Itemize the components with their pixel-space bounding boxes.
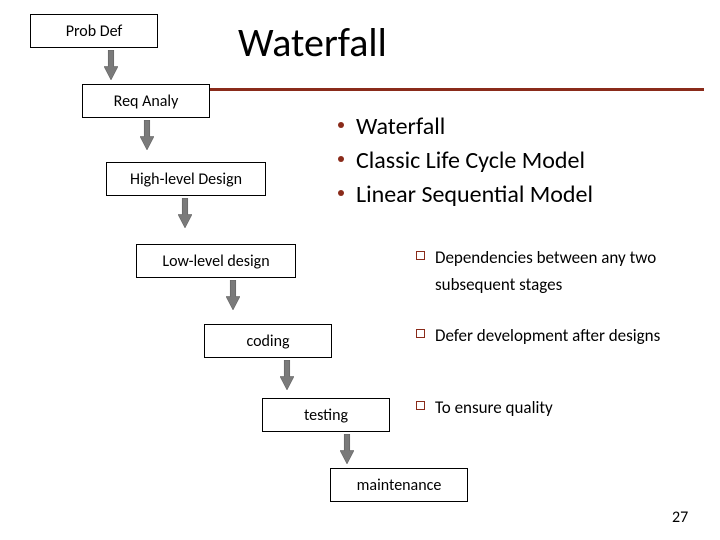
arrow-0 <box>104 50 118 80</box>
bullet-item: Waterfall <box>338 110 593 144</box>
stage-label: Req Analy <box>114 92 179 111</box>
sub-bullet-list: Dependencies between any two subsequent … <box>416 244 706 434</box>
stage-label: coding <box>246 332 289 351</box>
hollow-square-icon <box>416 401 425 410</box>
arrow-4 <box>280 360 294 390</box>
stage-req-analy: Req Analy <box>82 84 210 118</box>
bullet-item: Classic Life Cycle Model <box>338 144 593 178</box>
hollow-square-icon <box>416 251 425 260</box>
hollow-square-icon <box>416 329 425 338</box>
main-bullet-list: Waterfall Classic Life Cycle Model Linea… <box>338 110 593 212</box>
arrow-1 <box>140 120 154 150</box>
stage-hi-design: High-level Design <box>106 162 266 196</box>
stage-label: maintenance <box>357 476 442 495</box>
stage-coding: coding <box>204 324 332 358</box>
stage-label: testing <box>304 406 348 425</box>
bullet-dot-icon <box>338 156 344 162</box>
stage-maint: maintenance <box>330 468 468 502</box>
arrow-5 <box>340 434 354 464</box>
sub-bullet-text: To ensure quality <box>435 394 553 421</box>
stage-label: High-level Design <box>130 170 242 189</box>
bullet-text: Classic Life Cycle Model <box>356 144 585 178</box>
sub-bullet-text: Dependencies between any two subsequent … <box>435 244 706 298</box>
slide-title: Waterfall <box>238 18 387 67</box>
bullet-text: Waterfall <box>356 110 445 144</box>
bullet-item: Linear Sequential Model <box>338 178 593 212</box>
stage-lo-design: Low-level design <box>136 244 296 278</box>
sub-bullet-item: To ensure quality <box>416 394 706 421</box>
arrow-2 <box>178 198 192 228</box>
stage-testing: testing <box>262 398 390 432</box>
sub-bullet-item: Defer development after designs <box>416 322 706 349</box>
bullet-dot-icon <box>338 122 344 128</box>
sub-bullet-item: Dependencies between any two subsequent … <box>416 244 706 298</box>
arrow-3 <box>226 280 240 310</box>
page-number: 27 <box>672 508 688 527</box>
stage-label: Low-level design <box>162 252 269 271</box>
stage-prob-def: Prob Def <box>30 14 158 48</box>
bullet-dot-icon <box>338 190 344 196</box>
sub-bullet-text: Defer development after designs <box>435 322 660 349</box>
title-underline <box>196 88 704 91</box>
bullet-text: Linear Sequential Model <box>356 178 593 212</box>
stage-label: Prob Def <box>66 22 123 41</box>
